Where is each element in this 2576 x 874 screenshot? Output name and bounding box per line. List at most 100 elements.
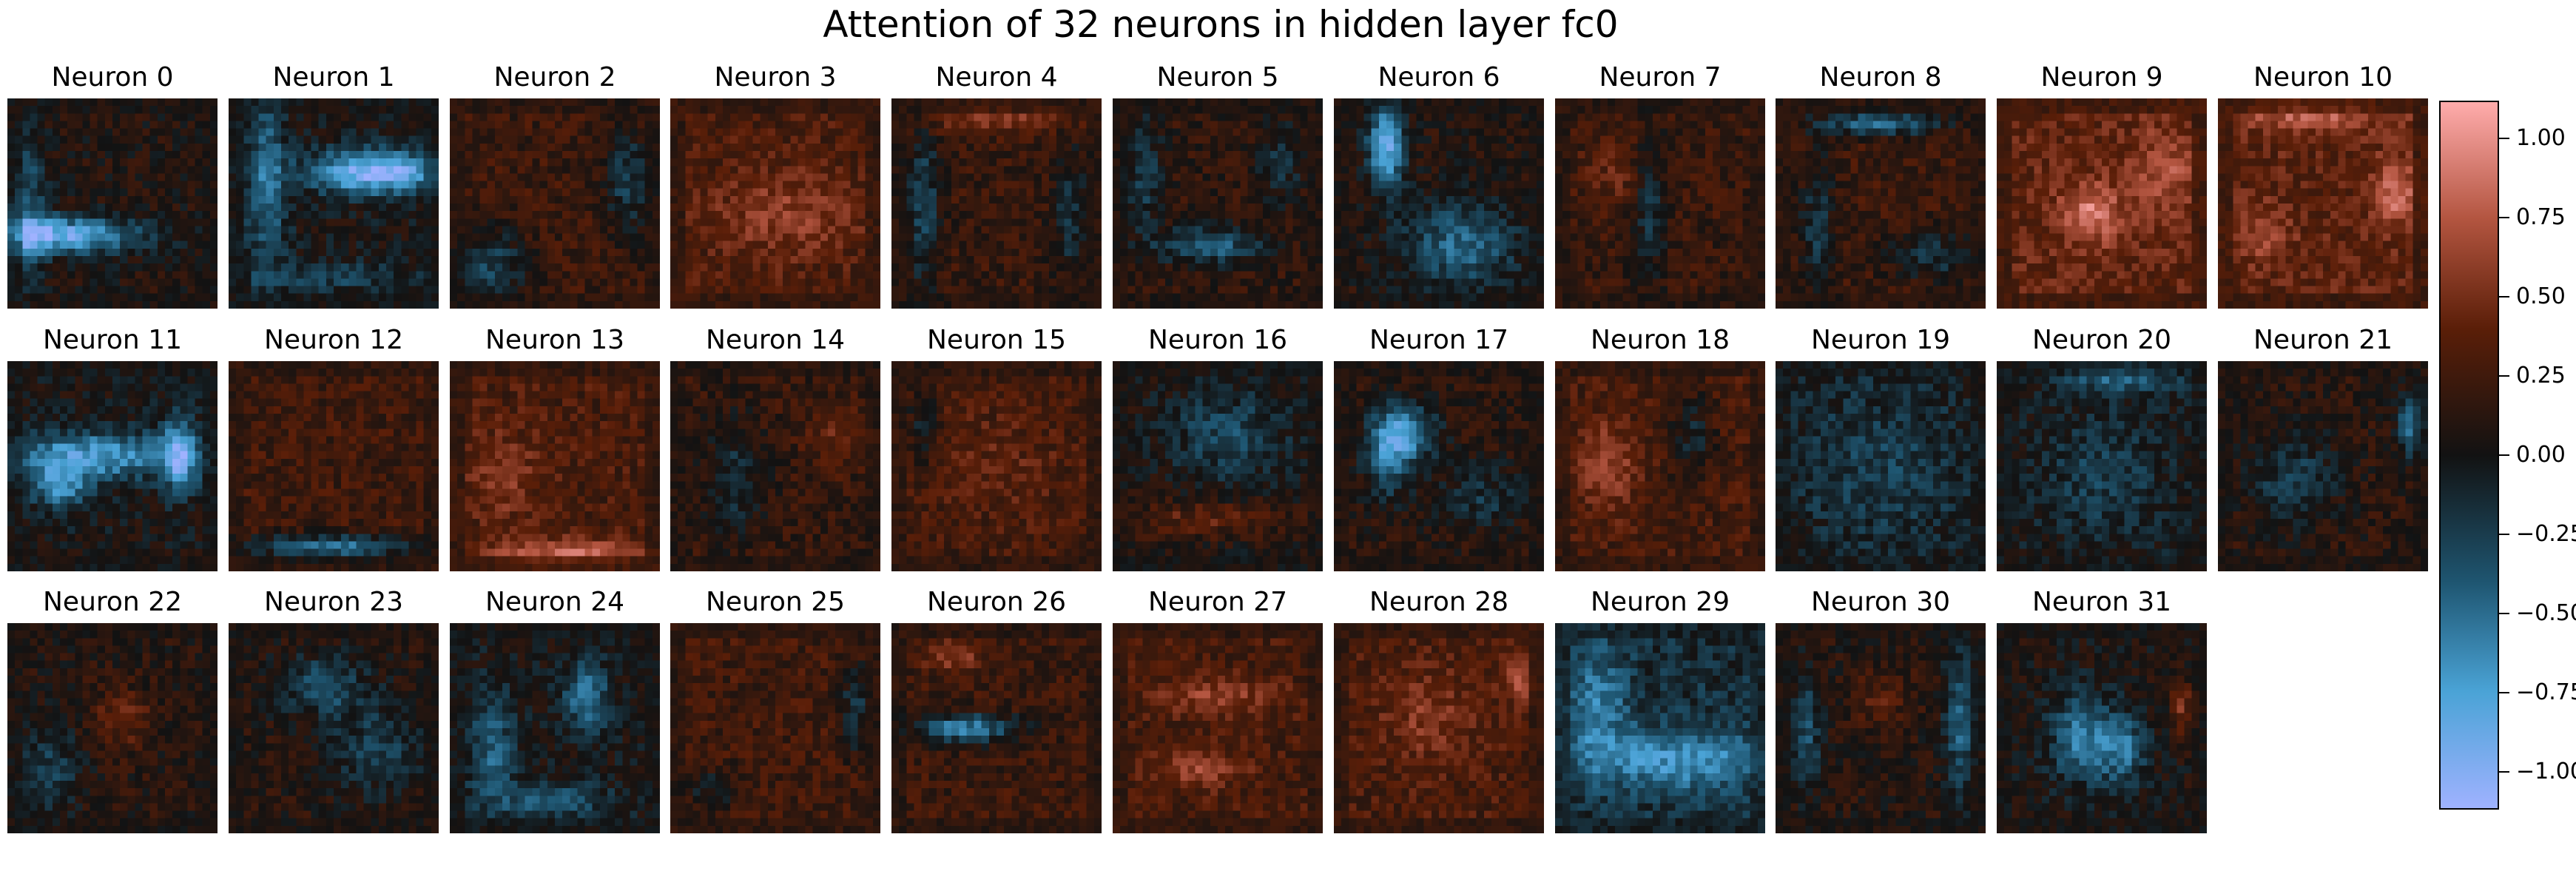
heatmap-panel: Neuron 15 xyxy=(891,324,1102,571)
panel-title: Neuron 20 xyxy=(2032,325,2171,355)
heatmap-panel: Neuron 30 xyxy=(1776,586,1986,833)
panel-title: Neuron 16 xyxy=(1148,325,1287,355)
heatmap-image xyxy=(1113,361,1323,571)
heatmap-panel: Neuron 11 xyxy=(7,324,218,571)
colorbar-tick xyxy=(2499,533,2509,535)
panel-title: Neuron 8 xyxy=(1819,62,1942,93)
panel-title: Neuron 31 xyxy=(2032,587,2171,617)
heatmap-panel: Neuron 3 xyxy=(670,61,880,309)
heatmap-image xyxy=(1555,98,1765,309)
colorbar-tick xyxy=(2499,691,2509,693)
colorbar-tick-label: −0.50 xyxy=(2516,599,2576,626)
heatmap-panel: Neuron 27 xyxy=(1113,586,1323,833)
colorbar-tick xyxy=(2499,296,2509,298)
heatmap-image xyxy=(450,623,660,833)
heatmap-image xyxy=(1997,623,2207,833)
heatmap-image xyxy=(450,98,660,309)
panel-title: Neuron 28 xyxy=(1369,587,1508,617)
colorbar-tick-label: 0.00 xyxy=(2516,442,2566,468)
heatmap-panel: Neuron 4 xyxy=(891,61,1102,309)
panel-title: Neuron 17 xyxy=(1369,325,1508,355)
heatmap-image xyxy=(1776,361,1986,571)
heatmap-image xyxy=(891,98,1102,309)
heatmap-panel: Neuron 0 xyxy=(7,61,218,309)
panel-title: Neuron 18 xyxy=(1591,325,1730,355)
panel-title: Neuron 13 xyxy=(485,325,624,355)
colorbar-tick-label: −0.25 xyxy=(2516,520,2576,547)
panel-title: Neuron 22 xyxy=(43,587,182,617)
panel-title: Neuron 10 xyxy=(2253,62,2393,93)
panel-title: Neuron 26 xyxy=(927,587,1066,617)
heatmap-image xyxy=(891,623,1102,833)
heatmap-panel: Neuron 9 xyxy=(1997,61,2207,309)
heatmap-panel: Neuron 7 xyxy=(1555,61,1765,309)
heatmap-panel: Neuron 24 xyxy=(450,586,660,833)
heatmap-image xyxy=(7,98,218,309)
heatmap-image xyxy=(1555,623,1765,833)
heatmap-image xyxy=(229,98,439,309)
heatmap-panel: Neuron 25 xyxy=(670,586,880,833)
panel-title: Neuron 24 xyxy=(485,587,624,617)
heatmap-image xyxy=(7,361,218,571)
heatmap-panel: Neuron 23 xyxy=(229,586,439,833)
heatmap-panel: Neuron 5 xyxy=(1113,61,1323,309)
colorbar-tick xyxy=(2499,454,2509,456)
colorbar-tick xyxy=(2499,217,2509,219)
heatmap-image xyxy=(1113,98,1323,309)
heatmap-panel: Neuron 17 xyxy=(1334,324,1544,571)
heatmap-image xyxy=(450,361,660,571)
heatmap-panel: Neuron 2 xyxy=(450,61,660,309)
colorbar-tick-label: 0.25 xyxy=(2516,363,2566,389)
heatmap-panel: Neuron 29 xyxy=(1555,586,1765,833)
colorbar-tick-label: −1.00 xyxy=(2516,758,2576,784)
heatmap-image xyxy=(1555,361,1765,571)
heatmap-panel: Neuron 26 xyxy=(891,586,1102,833)
panel-title: Neuron 30 xyxy=(1811,587,1950,617)
colorbar-tick-label: 0.50 xyxy=(2516,283,2566,310)
heatmap-panel: Neuron 12 xyxy=(229,324,439,571)
heatmap-image xyxy=(1997,98,2207,309)
panel-title: Neuron 4 xyxy=(935,62,1058,93)
heatmap-image xyxy=(229,361,439,571)
heatmap-panel: Neuron 10 xyxy=(2218,61,2428,309)
colorbar-tick-label: 0.75 xyxy=(2516,204,2566,231)
heatmap-image xyxy=(2218,361,2428,571)
panel-title: Neuron 11 xyxy=(43,325,182,355)
panel-title: Neuron 12 xyxy=(264,325,403,355)
chart-title: Attention of 32 neurons in hidden layer … xyxy=(823,3,1619,46)
colorbar-tick xyxy=(2499,770,2509,773)
heatmap-image xyxy=(1334,361,1544,571)
heatmap-image xyxy=(1113,623,1323,833)
panel-title: Neuron 2 xyxy=(493,62,616,93)
heatmap-image xyxy=(1776,623,1986,833)
heatmap-panel: Neuron 8 xyxy=(1776,61,1986,309)
panel-title: Neuron 1 xyxy=(272,62,395,93)
heatmap-image xyxy=(1334,98,1544,309)
heatmap-panel: Neuron 19 xyxy=(1776,324,1986,571)
heatmap-image xyxy=(1776,98,1986,309)
colorbar-tick xyxy=(2499,138,2509,140)
panel-title: Neuron 7 xyxy=(1599,62,1722,93)
panel-title: Neuron 9 xyxy=(2040,62,2163,93)
panel-title: Neuron 14 xyxy=(706,325,845,355)
heatmap-panel: Neuron 6 xyxy=(1334,61,1544,309)
heatmap-image xyxy=(1334,623,1544,833)
heatmap-image xyxy=(2218,98,2428,309)
panel-title: Neuron 15 xyxy=(927,325,1066,355)
panel-title: Neuron 0 xyxy=(51,62,174,93)
heatmap-panel: Neuron 31 xyxy=(1997,586,2207,833)
heatmap-image xyxy=(7,623,218,833)
panel-title: Neuron 27 xyxy=(1148,587,1287,617)
heatmap-image xyxy=(1997,361,2207,571)
heatmap-image xyxy=(670,623,880,833)
panel-title: Neuron 19 xyxy=(1811,325,1950,355)
colorbar-tick-label: −0.75 xyxy=(2516,679,2576,705)
panel-title: Neuron 21 xyxy=(2253,325,2393,355)
heatmap-panel: Neuron 13 xyxy=(450,324,660,571)
heatmap-image xyxy=(670,361,880,571)
heatmap-image xyxy=(229,623,439,833)
panel-title: Neuron 3 xyxy=(714,62,837,93)
colorbar: 1.00 0.75 0.50 0.25 0.00 −0.25 −0.50 −0.75 −1.00 xyxy=(2439,101,2576,810)
colorbar-tick xyxy=(2499,612,2509,614)
colorbar-gradient xyxy=(2439,101,2499,810)
